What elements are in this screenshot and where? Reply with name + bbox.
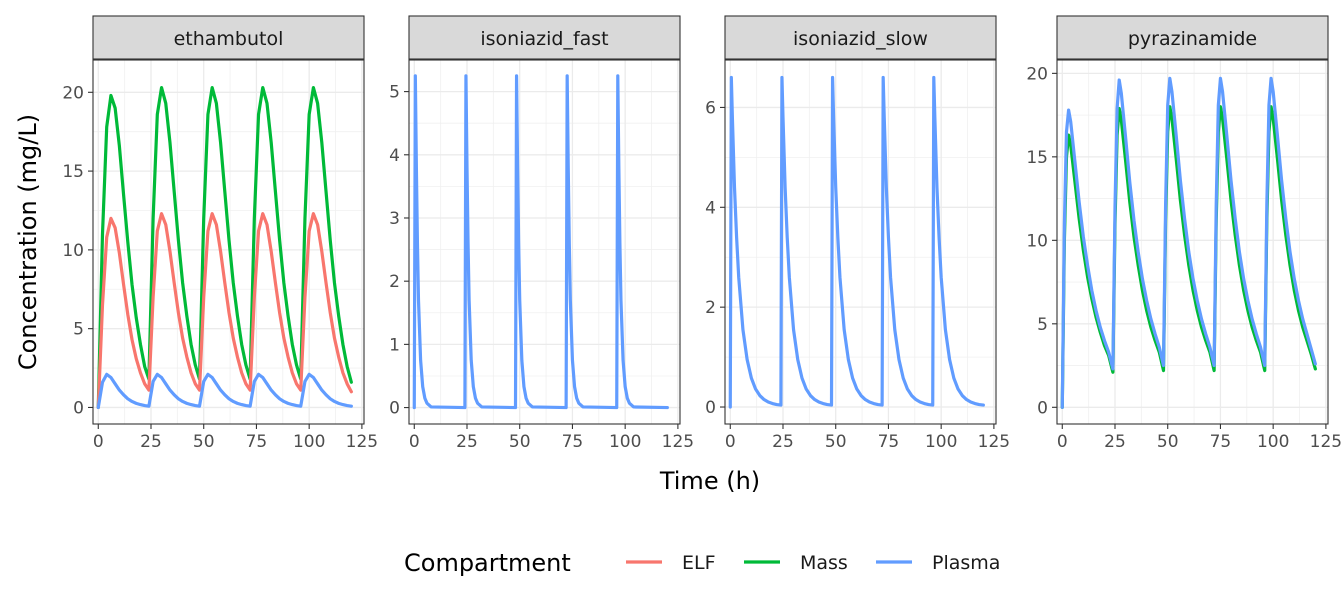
facet-strip-label: ethambutol <box>174 28 284 50</box>
series-line-plasma <box>728 75 985 409</box>
y-tick-label: 10 <box>62 241 84 261</box>
legend-label: Mass <box>800 552 848 574</box>
panel-border <box>724 59 997 425</box>
x-tick-label: 125 <box>662 432 694 452</box>
y-tick-label: 5 <box>1037 315 1048 335</box>
x-tick-label: 100 <box>609 432 641 452</box>
series-group <box>412 74 669 410</box>
y-tick-label: 10 <box>1026 231 1048 251</box>
legend-title: Compartment <box>404 549 571 577</box>
y-tick-label: 5 <box>389 83 400 103</box>
panel-border <box>408 59 681 425</box>
x-tick-label: 25 <box>456 432 478 452</box>
y-tick-label: 2 <box>389 272 400 292</box>
panel-border <box>1056 59 1329 425</box>
y-tick-label: 20 <box>62 83 84 103</box>
y-tick-label: 0 <box>705 398 716 418</box>
x-tick-label: 25 <box>1104 432 1126 452</box>
x-tick-label: 50 <box>825 432 847 452</box>
facet-strip-label: pyrazinamide <box>1128 28 1257 50</box>
x-tick-label: 75 <box>878 432 900 452</box>
legend-label: ELF <box>682 552 716 574</box>
series-line-elf <box>96 212 353 410</box>
facet-strip <box>724 15 997 60</box>
y-tick-label: 15 <box>62 162 84 182</box>
series-line-plasma <box>412 74 669 410</box>
series-group <box>96 85 353 410</box>
plot-area <box>725 60 996 424</box>
x-tick-label: 125 <box>1310 432 1342 452</box>
facet-isoniazid-fast: isoniazid_fast 0 25 50 75 100 125 0 1 2 3 4 5 <box>389 15 694 452</box>
facet-pyrazinamide: pyrazinamide 0 25 50 75 100 125 0 5 10 15 20 <box>1026 15 1342 452</box>
x-tick-label: 75 <box>1210 432 1232 452</box>
series-group <box>728 75 985 409</box>
facet-strip <box>408 15 681 60</box>
y-tick-label: 15 <box>1026 148 1048 168</box>
y-tick-label: 1 <box>389 335 400 355</box>
x-tick-label: 25 <box>772 432 794 452</box>
panel-border <box>92 59 365 425</box>
facet-strip-label: isoniazid_slow <box>793 28 928 50</box>
y-tick-label: 2 <box>705 298 716 318</box>
facet-ethambutol: ethambutol 0 25 50 75 100 125 0 5 10 15 20 <box>62 15 378 452</box>
series-line-plasma <box>1060 76 1317 409</box>
y-tick-label: 0 <box>73 398 84 418</box>
series-line-plasma <box>96 372 353 410</box>
facet-isoniazid-slow: isoniazid_slow 0 25 50 75 100 125 0 2 4 6 <box>705 15 1010 452</box>
facet-strip-label: isoniazid_fast <box>480 28 608 50</box>
x-tick-label: 50 <box>1157 432 1179 452</box>
y-tick-label: 4 <box>389 146 400 166</box>
y-tick-label: 6 <box>705 98 716 118</box>
y-tick-label: 0 <box>389 399 400 419</box>
x-tick-label: 100 <box>925 432 957 452</box>
legend-item-elf: ELF <box>626 552 716 574</box>
x-tick-label: 25 <box>140 432 162 452</box>
x-tick-label: 0 <box>1057 432 1068 452</box>
x-tick-label: 50 <box>193 432 215 452</box>
legend-item-plasma: Plasma <box>876 552 1000 574</box>
x-tick-label: 75 <box>246 432 268 452</box>
x-tick-label: 50 <box>509 432 531 452</box>
x-tick-label: 75 <box>562 432 584 452</box>
y-tick-label: 5 <box>73 320 84 340</box>
x-tick-label: 100 <box>293 432 325 452</box>
x-axis-title: Time (h) <box>659 467 760 495</box>
plot-area <box>409 60 680 424</box>
x-tick-label: 100 <box>1257 432 1289 452</box>
y-tick-label: 20 <box>1026 64 1048 84</box>
legend-item-mass: Mass <box>744 552 848 574</box>
legend: Compartment ELF Mass Plasma <box>404 549 1000 577</box>
y-tick-label: 3 <box>389 209 400 229</box>
facet-strip <box>1056 15 1329 60</box>
x-tick-label: 0 <box>409 432 420 452</box>
y-tick-label: 4 <box>705 198 716 218</box>
plot-area <box>1057 60 1328 424</box>
legend-label: Plasma <box>932 552 1000 574</box>
x-tick-label: 0 <box>93 432 104 452</box>
series-line-mass <box>96 85 353 410</box>
x-tick-label: 125 <box>978 432 1010 452</box>
facet-strip <box>92 15 365 60</box>
y-tick-label: 0 <box>1037 398 1048 418</box>
x-tick-label: 0 <box>725 432 736 452</box>
y-axis-title: Concentration (mg/L) <box>14 114 42 370</box>
series-group <box>1060 76 1317 409</box>
x-tick-label: 125 <box>346 432 378 452</box>
